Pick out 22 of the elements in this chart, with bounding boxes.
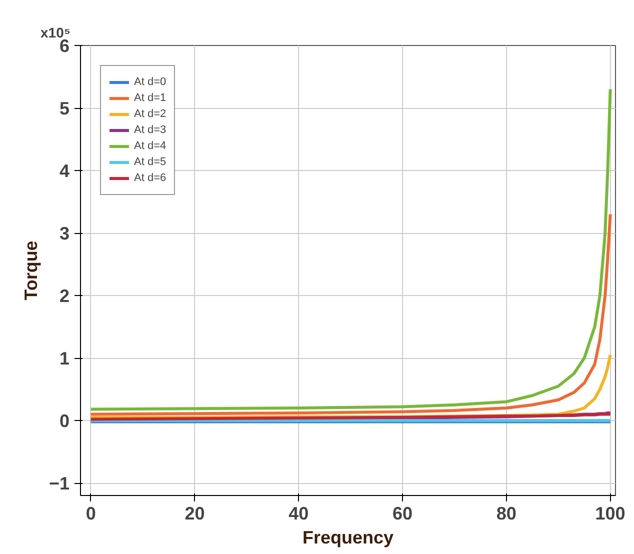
legend-label: At d=4 xyxy=(134,139,166,154)
legend-label: At d=5 xyxy=(134,155,166,170)
y-tick-label: 4 xyxy=(59,161,70,181)
x-tick-label: 40 xyxy=(288,504,309,524)
y-tick-label: 2 xyxy=(59,286,70,306)
legend-label: At d=0 xyxy=(134,75,166,90)
y-tick-label: 1 xyxy=(59,348,70,368)
x-tick-label: 60 xyxy=(392,504,413,524)
y-tick-label: −1 xyxy=(48,474,70,494)
y-tick-label: 5 xyxy=(59,98,70,118)
legend-label: At d=3 xyxy=(134,123,166,138)
x-tick-label: 0 xyxy=(86,504,96,524)
y-tick-label: 0 xyxy=(59,411,70,431)
y-tick-label: 3 xyxy=(59,224,70,244)
legend-label: At d=6 xyxy=(134,171,166,186)
x-tick-label: 80 xyxy=(496,504,516,524)
legend-label: At d=2 xyxy=(134,107,166,122)
x-tick-label: 100 xyxy=(595,504,626,524)
x-axis-title: Frequency xyxy=(302,528,394,548)
legend-label: At d=1 xyxy=(134,91,166,106)
x-tick-label: 20 xyxy=(184,504,205,524)
y-axis-title: Torque xyxy=(20,240,41,300)
